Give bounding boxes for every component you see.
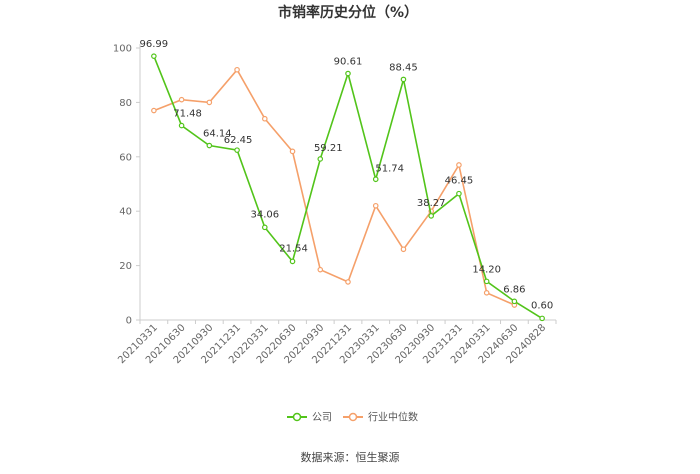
data-point bbox=[151, 53, 157, 59]
data-label: 0.60 bbox=[531, 300, 553, 311]
legend-label: 公司 bbox=[312, 413, 332, 424]
data-label: 46.45 bbox=[445, 176, 474, 187]
data-point bbox=[178, 96, 185, 103]
data-point bbox=[289, 258, 296, 265]
data-point bbox=[483, 289, 490, 296]
data-point bbox=[428, 213, 435, 219]
y-tick-label: 100 bbox=[113, 44, 132, 55]
y-tick-label: 40 bbox=[119, 207, 132, 218]
data-point bbox=[317, 156, 324, 162]
data-point bbox=[345, 70, 351, 77]
legend-item-1: 行业中位数 bbox=[343, 411, 418, 424]
data-point bbox=[261, 115, 268, 122]
data-point bbox=[261, 224, 268, 231]
data-point bbox=[372, 176, 379, 183]
data-point bbox=[456, 162, 462, 168]
legend-swatch-marker bbox=[292, 412, 302, 422]
data-point bbox=[234, 147, 240, 153]
series-0 bbox=[151, 53, 545, 322]
series-layer bbox=[151, 53, 545, 322]
data-point bbox=[400, 246, 407, 253]
data-label: 14.20 bbox=[472, 264, 501, 275]
data-label: 59.21 bbox=[314, 143, 343, 154]
series-line bbox=[153, 68, 515, 306]
data-point bbox=[206, 142, 213, 149]
series-1 bbox=[151, 66, 518, 308]
legend-item-0: 公司 bbox=[287, 413, 332, 424]
data-label: 71.48 bbox=[173, 109, 202, 120]
legend: 公司 行业中位数 bbox=[287, 411, 418, 424]
data-label: 21.54 bbox=[279, 243, 308, 254]
data-point bbox=[151, 107, 157, 114]
chart-title: 市销率历史分位（%） bbox=[278, 4, 418, 21]
data-label: 6.86 bbox=[503, 284, 525, 295]
legend-label: 行业中位数 bbox=[368, 411, 418, 424]
data-label: 38.27 bbox=[417, 198, 446, 209]
data-label: 34.06 bbox=[250, 209, 279, 220]
y-tick-label: 0 bbox=[126, 316, 132, 327]
data-point bbox=[372, 202, 379, 209]
data-point bbox=[289, 148, 296, 155]
data-label: 51.74 bbox=[375, 163, 404, 174]
data-point bbox=[456, 190, 462, 197]
data-point bbox=[345, 279, 351, 285]
y-tick-label: 20 bbox=[119, 261, 132, 272]
data-label: 90.61 bbox=[334, 57, 363, 68]
axes: 0204060801002021033120210630202109302021… bbox=[113, 44, 557, 366]
data-point bbox=[400, 76, 407, 83]
data-label: 64.14 bbox=[203, 129, 232, 140]
source-note: 数据来源：恒生聚源 bbox=[301, 450, 400, 464]
data-point bbox=[206, 99, 213, 106]
data-label: 96.99 bbox=[140, 39, 169, 50]
data-label: 62.45 bbox=[224, 135, 253, 146]
data-point bbox=[511, 298, 518, 305]
legend-swatch-marker bbox=[348, 412, 358, 422]
data-point bbox=[317, 266, 324, 273]
data-label: 88.45 bbox=[389, 62, 418, 73]
data-point bbox=[539, 315, 545, 322]
data-point bbox=[483, 278, 490, 285]
data-point bbox=[234, 66, 240, 73]
y-tick-label: 60 bbox=[119, 152, 132, 163]
data-point bbox=[178, 122, 185, 129]
y-tick-label: 80 bbox=[119, 98, 132, 109]
